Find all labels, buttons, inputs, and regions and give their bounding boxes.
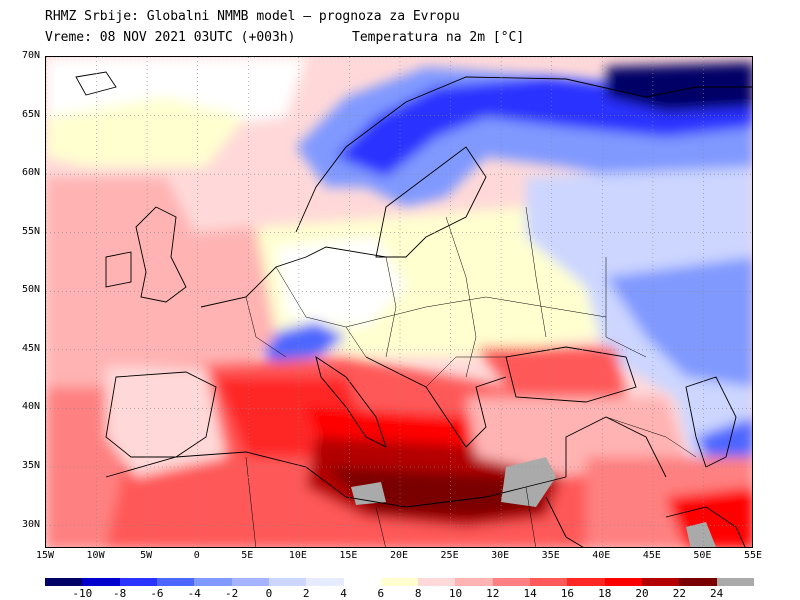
latitude-label: 35N: [21, 460, 40, 471]
north-cape-extreme: [606, 62, 752, 112]
longitude-label: 10W: [86, 550, 105, 561]
iberia-mixed: [106, 367, 226, 477]
latitude-label: 65N: [21, 108, 40, 120]
colorbar: [45, 578, 755, 586]
colorbar-swatch: [679, 578, 718, 586]
colorbar-swatch: [82, 578, 121, 586]
coastline-italy: [315, 355, 387, 448]
coastline-british-isles: [135, 206, 187, 303]
longitude-label: 15E: [339, 550, 358, 561]
variable-label: Temperatura na 2m [°C]: [352, 30, 525, 45]
colorbar-label: 8: [414, 587, 422, 600]
longitude-label: 45E: [642, 550, 661, 561]
coastline-black-sea: [505, 346, 637, 403]
colorbar-label: 4: [340, 587, 347, 600]
latitude-label: 50N: [21, 284, 40, 296]
grey-region-sinai: [501, 457, 556, 507]
russia-cooler: [606, 257, 752, 387]
colorbar-label: 18: [598, 587, 612, 600]
colorbar-swatch: [380, 578, 419, 586]
colorbar-swatch: [604, 578, 643, 586]
colorbar-swatch: [642, 578, 680, 586]
longitude-label: 15W: [35, 550, 55, 561]
forecast-time: Vreme: 08 NOV 2021 03UTC (+003h): [45, 30, 296, 45]
colorbar-swatch: [156, 578, 195, 586]
colorbar-swatch: [455, 578, 494, 586]
colorbar-label: 20: [635, 587, 649, 600]
germany-pale: [276, 237, 406, 327]
longitude-label: 20E: [389, 550, 409, 561]
temperature-map: [45, 56, 753, 548]
colorbar-swatch: [530, 578, 568, 586]
longitude-label: 50E: [693, 550, 712, 561]
colorbar-swatch: [418, 578, 456, 586]
colorbar-swatch: [194, 578, 233, 586]
colorbar-swatch: [45, 578, 83, 586]
france-mild: [146, 227, 276, 377]
colorbar-label: -2: [224, 587, 239, 600]
latitude-label: 70N: [21, 50, 40, 61]
longitude-label: 5E: [241, 550, 254, 561]
longitude-label: 35E: [541, 550, 560, 561]
coastline-iceland: [75, 71, 117, 96]
latitude-label: 45N: [21, 342, 40, 354]
latitude-label: 60N: [21, 167, 40, 179]
coastline-ireland: [105, 251, 132, 288]
latitude-label: 30N: [21, 518, 40, 530]
colorbar-label: -6: [150, 587, 164, 600]
colorbar-label: 22: [672, 587, 686, 600]
country-borders: [245, 206, 697, 547]
colorbar-swatch: [492, 578, 531, 586]
colorbar-label: 0: [265, 587, 273, 600]
coastline-red-sea: [545, 496, 584, 547]
colorbar-swatch: [716, 578, 755, 586]
longitude-label: 40E: [592, 550, 611, 561]
longitude-label: 10E: [288, 550, 307, 561]
coastline-gulf: [665, 506, 746, 547]
longitude-label: 25E: [440, 550, 459, 561]
coastline-western-europe: [200, 246, 387, 308]
colorbar-label: 16: [560, 587, 575, 600]
colorbar-label: 24: [710, 587, 724, 600]
colorbar-label: -10: [72, 587, 93, 600]
longitude-label: 0: [193, 550, 200, 561]
colorbar-label: 2: [302, 587, 310, 600]
colorbar-label: 14: [523, 587, 537, 600]
libya-egypt-extreme: [326, 467, 546, 517]
coastline-caspian: [685, 376, 737, 468]
black-sea-warm: [476, 347, 626, 397]
temperature-field: [46, 57, 752, 547]
longitude-label: 30E: [491, 550, 510, 561]
latitude-label: 55N: [21, 225, 40, 237]
colorbar-label: 6: [377, 587, 385, 600]
coastline-scandinavia: [295, 76, 752, 233]
colorbar-swatch: [268, 578, 307, 586]
longitude-label: 55E: [743, 550, 763, 561]
colorbar-label: -8: [113, 587, 127, 600]
colorbar-label: 12: [486, 587, 500, 600]
map-title: RHMZ Srbije: Globalni NMMB model — progn…: [45, 9, 460, 24]
colorbar-swatch: [343, 578, 382, 586]
colorbar-swatch: [231, 578, 270, 586]
colorbar-swatch: [119, 578, 158, 586]
latitude-label: 40N: [21, 401, 40, 413]
norwegian-sea-pale: [46, 97, 246, 167]
colorbar-label: 10: [448, 587, 463, 600]
grey-region-gulf: [686, 522, 716, 547]
longitude-label: 5W: [140, 550, 153, 561]
map-graphic: [46, 57, 752, 547]
coastline-iberia: [105, 371, 217, 458]
coastline-north-africa: [105, 451, 567, 508]
coastlines: [75, 71, 752, 547]
colorbar-label: -4: [187, 587, 201, 600]
colorbar-swatch: [567, 578, 606, 586]
colorbar-swatch: [306, 578, 345, 586]
